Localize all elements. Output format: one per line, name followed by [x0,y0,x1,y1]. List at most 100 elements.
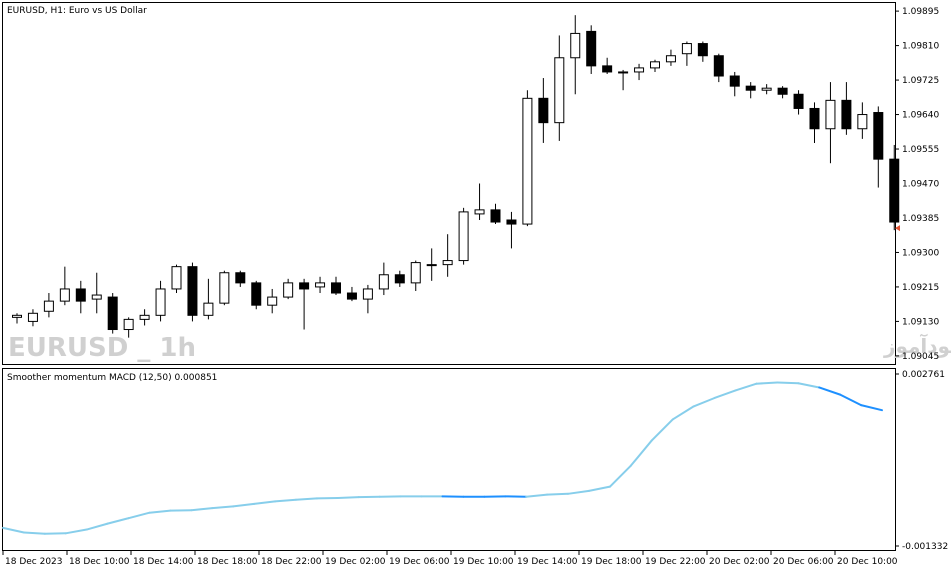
macd-line-segment [734,382,758,392]
price-tick-label: 1.09300 [902,248,939,258]
time-tick-label: 20 Dec 10:00 [837,557,898,567]
macd-line-segment [106,517,130,525]
candle-body [171,266,182,290]
candle [618,69,629,91]
price-tick-label: 1.09810 [902,42,939,52]
candle [841,82,852,135]
candle [123,317,134,338]
candle [315,276,326,294]
candle-body [219,272,230,304]
candle [554,35,565,141]
candle [251,280,262,310]
candle [458,207,469,265]
price-axis: 1.09895 1.09810 1.09725 1.09640 1.09555 1.094… [895,7,939,362]
candle [825,82,836,164]
candle [793,90,804,115]
candle [761,84,772,95]
candle [665,49,676,66]
price-tick-label: 1.09470 [902,180,939,190]
candle [91,272,102,314]
macd-line-segment [295,497,318,501]
candle-body [235,272,246,284]
macd-line-segment [148,509,172,514]
candle-body [139,314,150,320]
indicator-title: Smoother momentum MACD (12,50) 0.000851 [7,373,217,383]
macd-line-segment [713,389,737,399]
macd-line-segment [588,485,611,492]
candle [378,262,389,296]
candle-body [267,296,278,306]
macd-line-segment [818,386,842,396]
candle [474,183,485,221]
time-tick-label: 19 Dec 02:00 [325,557,386,567]
candle-body [251,282,262,306]
candle [570,15,581,95]
macd-line-segment [85,522,109,531]
candle-body [59,288,70,302]
macd-line-segment [567,489,590,495]
time-tick-label: 18 Dec 18:00 [197,557,258,567]
candle-body [825,99,836,130]
macd-line-segment [860,404,883,412]
time-tick-label: 19 Dec 14:00 [517,557,578,567]
macd-line-segment [755,381,779,385]
candle [12,313,22,324]
price-tick-label: 1.09640 [902,111,939,121]
candle-body [554,57,565,124]
candle [203,278,214,320]
price-tick-label: 1.09385 [902,214,939,224]
macd-line-segment [336,496,360,500]
time-axis: 18 Dec 2023 18 Dec 10:00 18 Dec 14:00 18 De… [2,551,898,567]
macd-line-segment [525,493,549,498]
candle-body [75,288,86,302]
candle-body [570,32,581,59]
macd-line-segment [797,382,821,389]
candle [426,248,437,281]
candle [187,262,198,322]
last-price-marker [895,225,900,232]
macd-line-segment [190,507,214,512]
price-tick-label: 1.09895 [902,7,939,17]
macd-line-segment [546,492,570,496]
candle [809,102,820,143]
candle-body [697,43,708,57]
candle [410,260,421,291]
time-tick-label: 19 Dec 18:00 [581,557,642,567]
indicator-panel [2,368,896,551]
candle-body [522,97,533,225]
time-tick-label: 18 Dec 22:00 [261,557,322,567]
candle-body [538,97,549,124]
time-tick-label: 19 Dec 06:00 [389,557,450,567]
chart-title: EURUSD, H1: Euro vs US Dollar [7,6,147,16]
price-tick-label: 1.09045 [902,352,939,362]
candle [283,278,294,300]
candle-body [187,266,198,316]
time-tick-label: 20 Dec 06:00 [773,557,834,567]
time-tick-label: 18 Dec 14:00 [133,557,194,567]
price-tick-label: 1.09215 [902,283,939,293]
macd-line-segment [253,500,277,505]
price-panel [2,2,896,365]
time-tick-label: 20 Dec 02:00 [709,557,770,567]
macd-tick-label: -0.001332 [902,542,948,552]
candle-body [793,93,804,109]
candle [171,264,182,294]
macd-line-segment [608,464,632,488]
candles-group [12,15,900,338]
macd-line-segment [839,393,863,407]
candle-body [809,107,820,130]
candle-body [602,65,613,73]
candle-body [458,211,469,262]
candle [299,278,310,330]
macd-line-segment [22,531,46,535]
candle-body [283,282,294,298]
candle-body [91,294,102,300]
candle [602,57,613,74]
time-tick-label: 19 Dec 10:00 [453,557,514,567]
watermark-site: انتشار در سایت سودآموز [883,333,951,358]
candle [139,309,150,326]
watermark-symbol: EURUSD _ 1h [8,333,196,363]
candle-body [123,318,134,331]
candle-body [857,114,868,130]
